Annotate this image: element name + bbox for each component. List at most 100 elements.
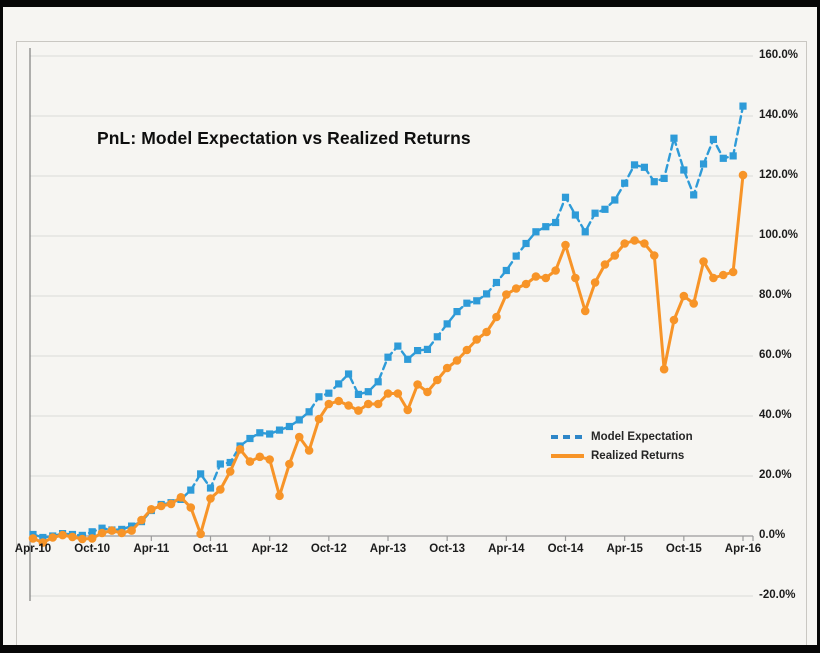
model-expectation-point — [552, 218, 560, 227]
realized-returns-point — [689, 299, 698, 308]
realized-returns-point — [492, 312, 501, 322]
realized-returns-point — [176, 493, 186, 502]
model-expectation-point — [680, 166, 688, 174]
realized-returns-point — [87, 534, 97, 543]
model-expectation-point — [492, 278, 501, 287]
legend-label-model-expectation: Model Expectation — [591, 430, 693, 443]
x-axis-tick-label: Apr-16 — [724, 543, 762, 555]
realized-returns-point — [728, 267, 738, 277]
model-expectation-point — [561, 193, 570, 201]
realized-returns-point — [245, 457, 255, 466]
y-axis-tick-label: 60.0% — [759, 349, 792, 361]
model-expectation-point — [670, 134, 678, 142]
x-axis-tick-label: Oct-14 — [547, 543, 584, 555]
realized-returns-point — [669, 315, 679, 325]
realized-returns-point — [265, 455, 274, 464]
gridlines — [30, 55, 753, 597]
model-expectation-point — [404, 355, 412, 363]
realized-returns-point — [68, 532, 77, 542]
realized-returns-point — [28, 534, 38, 543]
realized-returns-point — [334, 396, 343, 406]
realized-returns-point — [344, 401, 353, 410]
model-expectation-point — [660, 174, 668, 182]
realized-returns-point — [127, 526, 136, 535]
model-expectation-point — [601, 205, 609, 213]
model-expectation-point — [335, 380, 343, 388]
dashed-line-key-icon — [551, 434, 584, 439]
model-expectation-series — [29, 102, 747, 542]
realized-returns-point — [206, 494, 215, 503]
model-expectation-point — [621, 179, 629, 187]
model-expectation-point — [364, 388, 372, 396]
model-expectation-point — [187, 486, 195, 494]
x-axis-tick-label: Apr-12 — [251, 543, 288, 555]
realized-returns-point — [600, 260, 610, 269]
model-expectation-point — [630, 161, 639, 169]
model-expectation-point — [325, 389, 333, 397]
model-expectation-point — [463, 299, 471, 307]
realized-returns-point — [294, 432, 304, 442]
model-expectation-line — [31, 104, 745, 539]
realized-returns-point — [511, 284, 521, 293]
realized-returns-point — [137, 515, 146, 525]
realized-returns-point — [58, 530, 67, 540]
realized-returns-point — [462, 345, 472, 355]
model-expectation-point — [39, 533, 47, 542]
model-expectation-point — [502, 266, 510, 275]
model-expectation-point — [522, 239, 530, 248]
model-expectation-point — [709, 135, 718, 143]
realized-returns-point — [156, 501, 166, 511]
realized-returns-point — [423, 387, 432, 397]
model-expectation-point — [699, 160, 708, 168]
realized-returns-point — [699, 257, 708, 266]
model-expectation-point — [483, 290, 491, 298]
model-expectation-point — [344, 370, 353, 378]
model-expectation-point — [88, 528, 96, 536]
x-axis-tick-label: Oct-10 — [74, 543, 111, 555]
model-expectation-point — [305, 408, 313, 416]
x-axis-tick-label: Oct-13 — [429, 543, 466, 555]
model-expectation-point — [571, 211, 579, 219]
realized-returns-point — [709, 273, 718, 283]
model-expectation-point — [729, 152, 737, 160]
realized-returns-series — [28, 170, 748, 547]
realized-returns-point — [433, 375, 442, 385]
realized-returns-point — [216, 485, 225, 494]
model-expectation-point — [719, 154, 727, 162]
chart-title: PnL: Model Expectation vs Realized Retur… — [97, 128, 471, 148]
y-axis-tick-label: 20.0% — [759, 469, 792, 481]
model-expectation-point — [128, 522, 136, 530]
x-axis-tick-label: Oct-12 — [310, 543, 347, 555]
model-expectation-point — [532, 228, 540, 236]
realized-returns-point — [640, 239, 649, 248]
x-axis-tick-label: Oct-11 — [192, 543, 229, 555]
model-expectation-point — [542, 223, 550, 231]
realized-returns-point — [383, 389, 393, 398]
x-axis-tick-label: Apr-14 — [488, 543, 525, 555]
model-expectation-point — [315, 393, 323, 401]
model-expectation-point — [413, 347, 422, 355]
model-expectation-point — [256, 429, 264, 437]
realized-returns-point — [393, 389, 403, 398]
realized-returns-point — [472, 335, 482, 344]
model-expectation-point — [640, 163, 648, 171]
y-axis-tick-label: 140.0% — [759, 109, 799, 121]
realized-returns-point — [314, 414, 324, 424]
realized-returns-point — [97, 528, 107, 538]
y-axis-tick-label: -20.0% — [759, 589, 796, 601]
realized-returns-point — [324, 399, 334, 409]
realized-returns-point — [521, 279, 531, 289]
realized-returns-point — [147, 505, 156, 514]
realized-returns-point — [738, 170, 748, 180]
x-axis-tick-label: Apr-13 — [369, 543, 407, 555]
realized-returns-point — [255, 452, 265, 462]
model-expectation-point — [394, 342, 402, 350]
model-expectation-point — [512, 252, 520, 260]
model-expectation-point — [591, 209, 599, 217]
model-expectation-point — [443, 320, 451, 328]
realized-returns-point — [225, 467, 235, 476]
model-expectation-point — [453, 308, 461, 316]
legend-label-realized-returns: Realized Returns — [591, 449, 685, 462]
realized-returns-point — [531, 272, 541, 281]
